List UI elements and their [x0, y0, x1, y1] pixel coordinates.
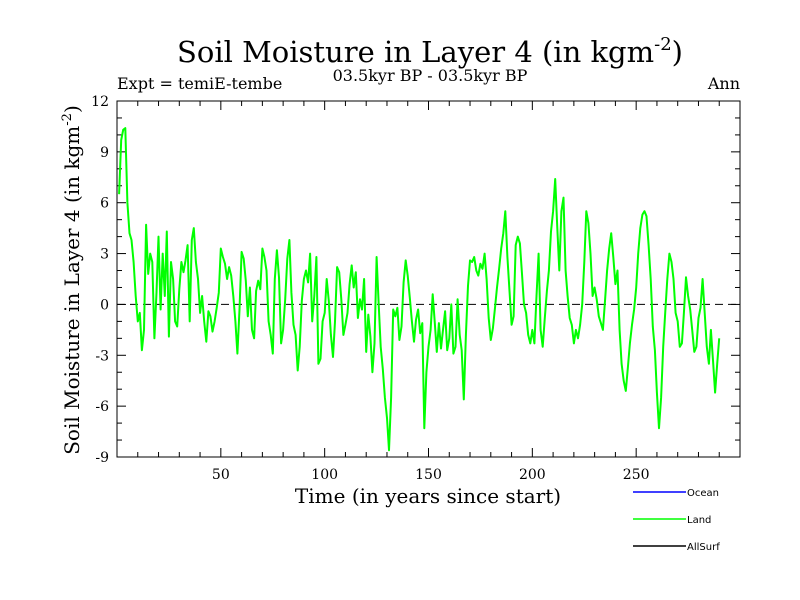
x-axis-label: Time (in years since start)	[295, 484, 561, 508]
x-tick-label: 200	[519, 467, 546, 483]
legend-label: Ocean	[687, 488, 719, 499]
chart-title-text: Soil Moisture in Layer 4 (in kgm	[177, 35, 654, 69]
y-tick-label: 9	[100, 145, 109, 161]
x-tick-label: 150	[415, 467, 442, 483]
y-tick-label: 3	[100, 247, 109, 263]
legend-label: Land	[687, 515, 711, 526]
x-tick-label: 100	[311, 467, 338, 483]
chart-subtitle: 03.5kyr BP - 03.5kyr BP	[333, 66, 528, 85]
y-axis-label-close: )	[60, 105, 84, 113]
x-tick-label: 250	[623, 467, 650, 483]
y-axis-label-sup: -2	[60, 113, 75, 126]
y-tick-label: -6	[95, 399, 109, 415]
legend-label: AllSurf	[687, 542, 720, 553]
season-label: Ann	[707, 74, 740, 93]
y-tick-label: -3	[95, 348, 109, 364]
y-tick-label: 0	[100, 297, 109, 313]
x-axis: 50 100 150 200 250	[137, 101, 720, 483]
chart-title: Soil Moisture in Layer 4 (in kgm-2)	[177, 34, 683, 69]
x-tick-label: 50	[212, 467, 230, 483]
experiment-label: Expt = temiE-tembe	[117, 74, 282, 93]
y-tick-label: -9	[95, 450, 109, 466]
legend: Ocean Land AllSurf	[633, 488, 720, 553]
chart-title-sup: -2	[654, 34, 672, 55]
y-tick-label: 6	[100, 196, 109, 212]
chart-title-close: )	[672, 35, 683, 69]
series-line-land	[118, 127, 721, 452]
y-tick-label: 12	[91, 94, 109, 110]
y-axis-label-text: Soil Moisture in Layer 4 (in kgm	[60, 126, 84, 455]
y-axis-label: Soil Moisture in Layer 4 (in kgm-2)	[60, 105, 84, 455]
